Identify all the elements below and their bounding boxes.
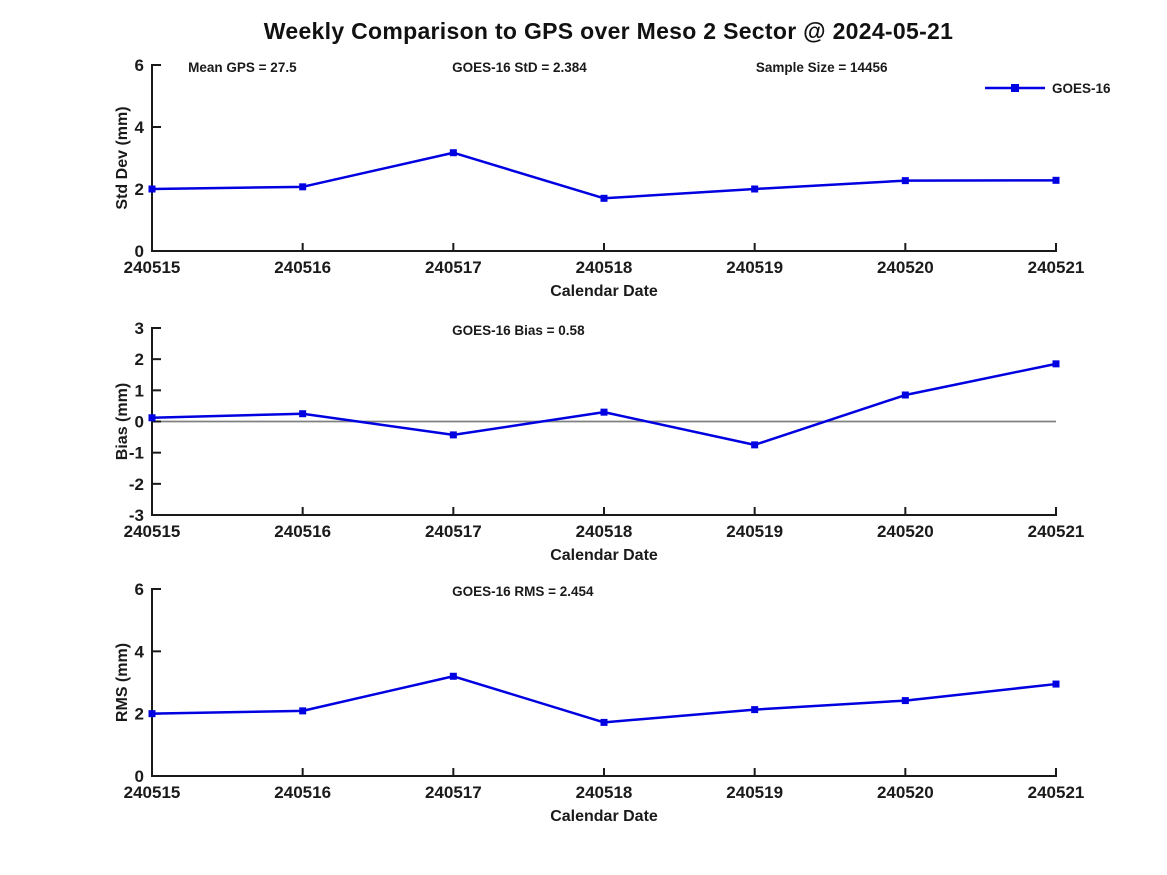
- x-tick-label: 240518: [576, 783, 633, 802]
- data-point-marker: [299, 707, 307, 715]
- legend-marker: [1011, 84, 1019, 92]
- x-axis-label: Calendar Date: [550, 808, 658, 825]
- bias-chart: -3 -2 -1 0 1 2 3 240515 240516 240517 240518 240519…: [114, 319, 1084, 564]
- y-axis-label: RMS (mm): [114, 643, 131, 722]
- data-point-marker: [449, 672, 457, 680]
- x-tick-label: 240517: [425, 258, 482, 277]
- y-tick-label: 0: [135, 413, 144, 432]
- x-tick-label: 240517: [425, 783, 482, 802]
- y-tick-label: 4: [135, 118, 145, 137]
- x-tick-label: 240521: [1028, 258, 1085, 277]
- annotation: GOES-16 StD = 2.384: [452, 60, 587, 75]
- y-tick-label: 2: [135, 350, 144, 369]
- rms-chart: 0 2 4 6 240515 240516 240517 240518 240519 240520…: [114, 580, 1084, 825]
- series-line: [151, 362, 1057, 447]
- annotation: Mean GPS = 27.5: [188, 60, 297, 75]
- data-point-marker: [751, 441, 759, 449]
- data-point-marker: [148, 710, 156, 718]
- x-axis-label: Calendar Date: [550, 283, 658, 300]
- x-tick-label: 240517: [425, 522, 482, 541]
- data-point-marker: [600, 718, 608, 726]
- x-tick-label: 240518: [576, 258, 633, 277]
- y-tick-label: -2: [129, 475, 144, 494]
- annotation: GOES-16 Bias = 0.58: [452, 323, 585, 338]
- y-axis-label: Std Dev (mm): [114, 106, 131, 209]
- y-tick-label: 2: [135, 180, 144, 199]
- y-axis-label: Bias (mm): [114, 383, 131, 460]
- x-tick-label: 240516: [274, 783, 331, 802]
- x-tick-label: 240520: [877, 258, 934, 277]
- data-point-marker: [449, 431, 457, 439]
- annotation: GOES-16 RMS = 2.454: [452, 584, 594, 599]
- x-tick-label: 240519: [726, 258, 783, 277]
- data-point-marker: [751, 185, 759, 193]
- data-point-marker: [299, 183, 307, 191]
- y-tick-label: 2: [135, 705, 144, 724]
- series-line: [151, 675, 1057, 724]
- x-tick-label: 240516: [274, 258, 331, 277]
- y-tick-label: 6: [135, 580, 144, 599]
- data-point-marker: [148, 414, 156, 422]
- data-point-marker: [600, 194, 608, 202]
- data-point-marker: [901, 697, 909, 705]
- figure-title: Weekly Comparison to GPS over Meso 2 Sec…: [263, 18, 954, 44]
- data-point-marker: [148, 185, 156, 193]
- x-tick-label: 240519: [726, 783, 783, 802]
- data-point-marker: [449, 149, 457, 157]
- y-tick-label: 0: [135, 767, 144, 786]
- y-tick-label: -1: [129, 444, 144, 463]
- data-point-marker: [299, 410, 307, 418]
- data-point-marker: [751, 706, 759, 714]
- data-point-marker: [1052, 176, 1060, 184]
- y-tick-label: 3: [135, 319, 144, 338]
- annotation: Sample Size = 14456: [756, 60, 888, 75]
- data-point-marker: [901, 391, 909, 399]
- x-tick-label: 240519: [726, 522, 783, 541]
- y-tick-label: -3: [129, 506, 144, 525]
- y-tick-label: 0: [135, 242, 144, 261]
- x-tick-label: 240520: [877, 783, 934, 802]
- x-tick-label: 240521: [1028, 522, 1085, 541]
- data-point-marker: [600, 408, 608, 416]
- legend-label: GOES-16: [1052, 81, 1111, 96]
- series-line: [151, 151, 1057, 200]
- data-point-marker: [901, 177, 909, 185]
- x-tick-label: 240521: [1028, 783, 1085, 802]
- x-tick-label: 240516: [274, 522, 331, 541]
- y-tick-label: 4: [135, 642, 145, 661]
- std-dev-chart: 0 2 4 6 240515 240516 240517 240518 240519 240520…: [114, 56, 1111, 300]
- x-tick-label: 240518: [576, 522, 633, 541]
- data-point-marker: [1052, 680, 1060, 688]
- x-tick-label: 240515: [124, 522, 181, 541]
- x-tick-label: 240515: [124, 783, 181, 802]
- data-point-marker: [1052, 360, 1060, 368]
- y-tick-label: 1: [135, 381, 144, 400]
- x-axis-label: Calendar Date: [550, 547, 658, 564]
- y-tick-label: 6: [135, 56, 144, 75]
- x-tick-label: 240515: [124, 258, 181, 277]
- x-tick-label: 240520: [877, 522, 934, 541]
